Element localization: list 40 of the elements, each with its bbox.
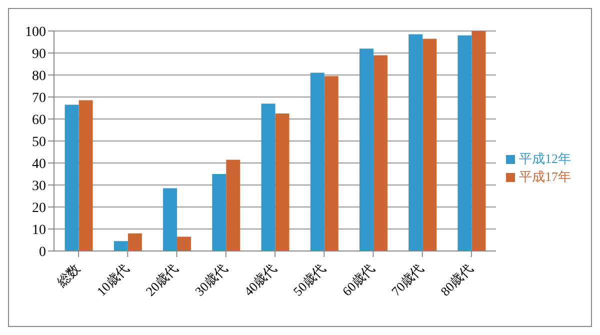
y-tick-label: 50 [32, 134, 46, 150]
bar [177, 236, 192, 251]
y-tick-label: 30 [32, 178, 46, 194]
bar [64, 104, 79, 251]
bar [324, 76, 338, 251]
y-tick-label: 80 [32, 68, 46, 84]
bar [472, 31, 486, 251]
x-tick-label: 10歳代 [94, 260, 132, 299]
legend-label: 平成12年 [519, 150, 571, 166]
y-tick-label: 20 [32, 200, 46, 216]
bar [163, 188, 178, 251]
x-tick-label: 70歳代 [388, 260, 427, 299]
x-tick-label: 60歳代 [339, 260, 378, 299]
legend-label: 平成17年 [519, 168, 571, 184]
y-tick-label: 60 [32, 112, 46, 128]
bar [78, 100, 93, 251]
bar [310, 72, 324, 251]
bar [408, 34, 423, 251]
bar [226, 160, 240, 251]
bar [422, 38, 437, 251]
bar [212, 174, 226, 251]
x-tick-label: 30歳代 [192, 260, 230, 299]
y-tick-label: 0 [39, 244, 46, 260]
y-tick-label: 90 [32, 46, 46, 62]
x-tick-label: 80歳代 [437, 260, 476, 299]
y-tick-label: 40 [32, 156, 46, 172]
bar [114, 241, 128, 251]
y-tick-label: 70 [32, 90, 46, 106]
bar [359, 48, 374, 251]
x-tick-label: 50歳代 [290, 260, 328, 299]
bar [275, 114, 290, 251]
y-tick-label: 100 [25, 24, 46, 40]
bar [458, 35, 472, 251]
x-tick-label: 総数 [53, 260, 83, 290]
bar [373, 55, 388, 251]
bar [128, 233, 142, 251]
y-tick-label: 10 [32, 222, 46, 238]
x-tick-label: 40歳代 [241, 260, 280, 299]
x-tick-label: 20歳代 [142, 260, 182, 299]
bar [261, 104, 276, 251]
